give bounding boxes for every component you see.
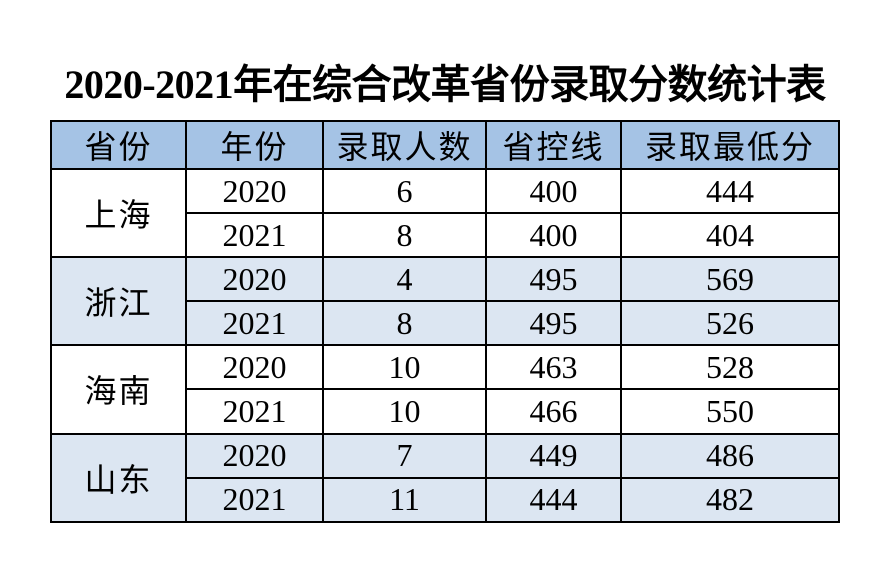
cell-min-score: 404 <box>620 212 840 259</box>
cell-admitted-count: 7 <box>322 432 487 479</box>
scores-table: 省份 年份 录取人数 省控线 录取最低分 上海 2020 6 400 444 2021 8 4… <box>50 120 840 523</box>
header-control-line: 省控线 <box>485 120 622 170</box>
cell-year: 2021 <box>185 388 324 435</box>
table-row: 2021 10 466 550 <box>51 388 840 435</box>
cell-min-score: 550 <box>620 388 840 435</box>
cell-admitted-count: 11 <box>322 476 487 523</box>
cell-admitted-count: 6 <box>322 167 487 215</box>
cell-year: 2021 <box>185 300 324 347</box>
table-row: 浙江 2020 4 495 569 <box>50 256 840 347</box>
header-row: 省份 年份 录取人数 省控线 录取最低分 <box>50 120 840 170</box>
cell-year: 2020 <box>185 432 324 479</box>
cell-min-score: 528 <box>620 344 840 391</box>
page-title: 2020-2021年在综合改革省份录取分数统计表 <box>64 62 826 107</box>
header-year: 年份 <box>185 120 324 170</box>
cell-admitted-count: 10 <box>322 344 487 391</box>
cell-year: 2020 <box>185 344 324 391</box>
table-row: 山东 2020 7 449 486 <box>50 432 840 523</box>
cell-year: 2020 <box>185 256 324 303</box>
table-row: 2021 11 444 482 <box>51 476 840 523</box>
table-row: 上海 2020 6 400 444 <box>50 167 840 259</box>
table-row: 海南 2020 10 463 528 <box>50 344 840 435</box>
cell-control-line: 400 <box>485 167 622 215</box>
cell-control-line: 463 <box>485 344 622 391</box>
table-row: 2021 8 495 526 <box>51 300 840 347</box>
cell-admitted-count: 8 <box>322 300 487 347</box>
cell-province: 上海 <box>50 167 187 259</box>
cell-control-line: 449 <box>485 432 622 479</box>
cell-admitted-count: 4 <box>322 256 487 303</box>
cell-province: 山东 <box>50 432 187 523</box>
cell-province: 海南 <box>50 344 187 435</box>
cell-control-line: 400 <box>485 212 622 259</box>
cell-province: 浙江 <box>50 256 187 347</box>
header-min-score: 录取最低分 <box>620 120 840 170</box>
cell-min-score: 482 <box>620 476 840 523</box>
cell-min-score: 444 <box>620 167 840 215</box>
cell-min-score: 526 <box>620 300 840 347</box>
cell-admitted-count: 10 <box>322 388 487 435</box>
cell-year: 2021 <box>185 212 324 259</box>
cell-control-line: 466 <box>485 388 622 435</box>
cell-min-score: 486 <box>620 432 840 479</box>
cell-control-line: 495 <box>485 256 622 303</box>
cell-control-line: 444 <box>485 476 622 523</box>
cell-year: 2021 <box>185 476 324 523</box>
cell-year: 2020 <box>185 167 324 215</box>
table-row: 2021 8 400 404 <box>51 212 840 259</box>
cell-admitted-count: 8 <box>322 212 487 259</box>
cell-min-score: 569 <box>620 256 840 303</box>
header-admitted-count: 录取人数 <box>322 120 487 170</box>
cell-control-line: 495 <box>485 300 622 347</box>
header-province: 省份 <box>50 120 187 170</box>
